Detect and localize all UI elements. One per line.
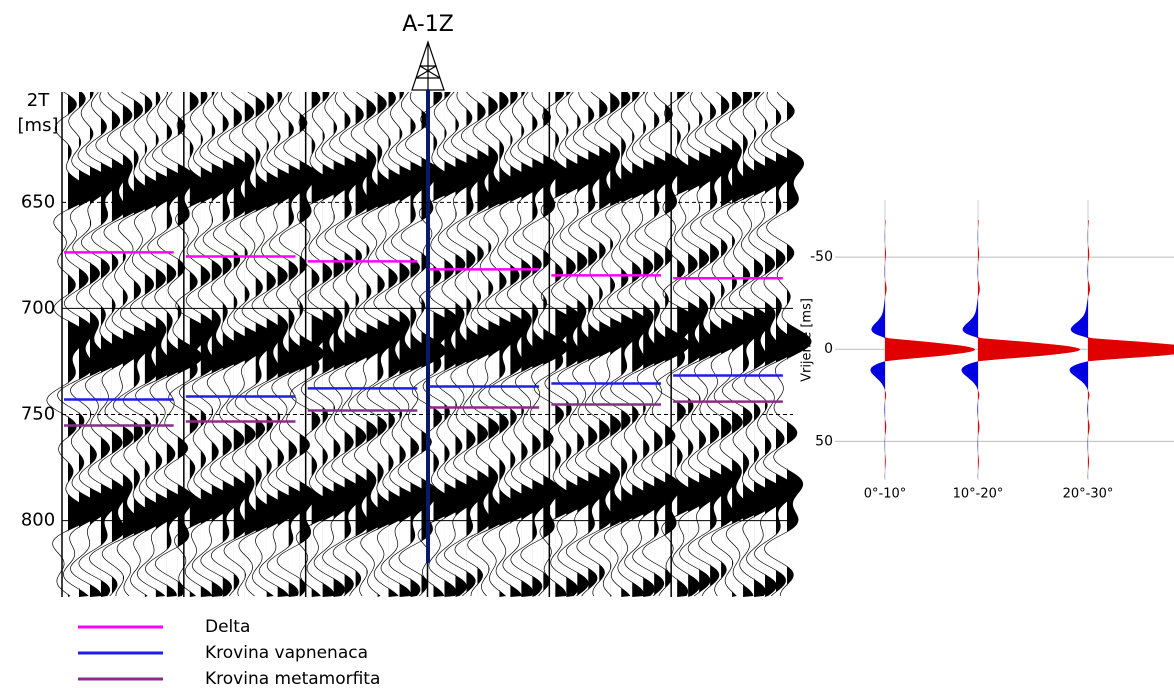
y-tick-label: 700 [21,297,55,318]
y-tick-label: 0 [824,341,833,357]
x-tick-label: 10°-20° [953,487,1004,502]
y-tick-label: -50 [810,249,833,265]
y-axis-label: 2T [27,90,50,111]
y-tick-label: 650 [21,191,55,212]
trace-fill [732,92,756,597]
wavelet-positive [885,220,975,479]
y-tick-label: 800 [21,510,55,531]
wavelet-positive [978,220,1080,479]
trace [764,91,812,597]
y-axis-label: Vrijeme [ms] [800,298,815,382]
wavelet-positive [1088,220,1174,479]
y-tick-label: 750 [21,404,55,425]
trace-fill [787,92,812,597]
x-tick-label: 0°-10° [864,487,907,502]
y-tick-label: 50 [815,433,833,449]
legend-label: Delta [205,617,250,637]
well-label: A-1Z [402,12,454,37]
y-axis-label: [ms] [18,115,59,136]
legend-label: Krovina vapnenaca [205,643,368,663]
x-tick-label: 20°-30° [1063,487,1114,502]
well-symbol [411,40,445,91]
legend-label: Krovina metamorfita [205,669,380,688]
